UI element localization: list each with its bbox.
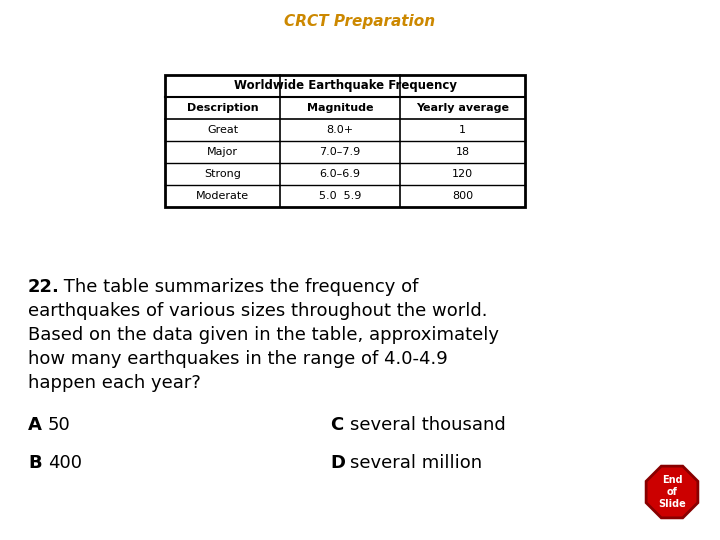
Text: End
of
Slide: End of Slide — [658, 475, 686, 509]
Text: The table summarizes the frequency of: The table summarizes the frequency of — [58, 278, 418, 296]
Text: A: A — [28, 416, 42, 434]
Text: 7.0–7.9: 7.0–7.9 — [320, 147, 361, 157]
Text: 22.: 22. — [28, 278, 60, 296]
Polygon shape — [646, 466, 698, 518]
Text: Yearly average: Yearly average — [416, 103, 509, 113]
Text: Description: Description — [186, 103, 258, 113]
Text: 8.0+: 8.0+ — [326, 125, 354, 135]
Text: Moderate: Moderate — [196, 191, 249, 201]
Text: 800: 800 — [452, 191, 473, 201]
Text: 400: 400 — [48, 454, 82, 472]
Text: D: D — [330, 454, 345, 472]
Text: B: B — [28, 454, 42, 472]
Text: happen each year?: happen each year? — [28, 374, 201, 392]
Text: Major: Major — [207, 147, 238, 157]
Bar — [165, 75, 525, 207]
Text: Magnitude: Magnitude — [307, 103, 373, 113]
Text: several thousand: several thousand — [350, 416, 505, 434]
Text: 6.0–6.9: 6.0–6.9 — [320, 169, 361, 179]
Text: how many earthquakes in the range of 4.0-4.9: how many earthquakes in the range of 4.0… — [28, 350, 448, 368]
Text: 50: 50 — [48, 416, 71, 434]
Text: Worldwide Earthquake Frequency: Worldwide Earthquake Frequency — [233, 79, 456, 92]
Text: CRCT Preparation: CRCT Preparation — [284, 14, 436, 29]
Text: 5.0  5.9: 5.0 5.9 — [319, 191, 361, 201]
Text: Based on the data given in the table, approximately: Based on the data given in the table, ap… — [28, 326, 499, 344]
Text: 18: 18 — [456, 147, 469, 157]
Text: C: C — [330, 416, 343, 434]
Text: 120: 120 — [452, 169, 473, 179]
Text: 1: 1 — [459, 125, 466, 135]
Text: several million: several million — [350, 454, 482, 472]
Text: Great: Great — [207, 125, 238, 135]
Text: Strong: Strong — [204, 169, 241, 179]
Text: earthquakes of various sizes throughout the world.: earthquakes of various sizes throughout … — [28, 302, 487, 320]
